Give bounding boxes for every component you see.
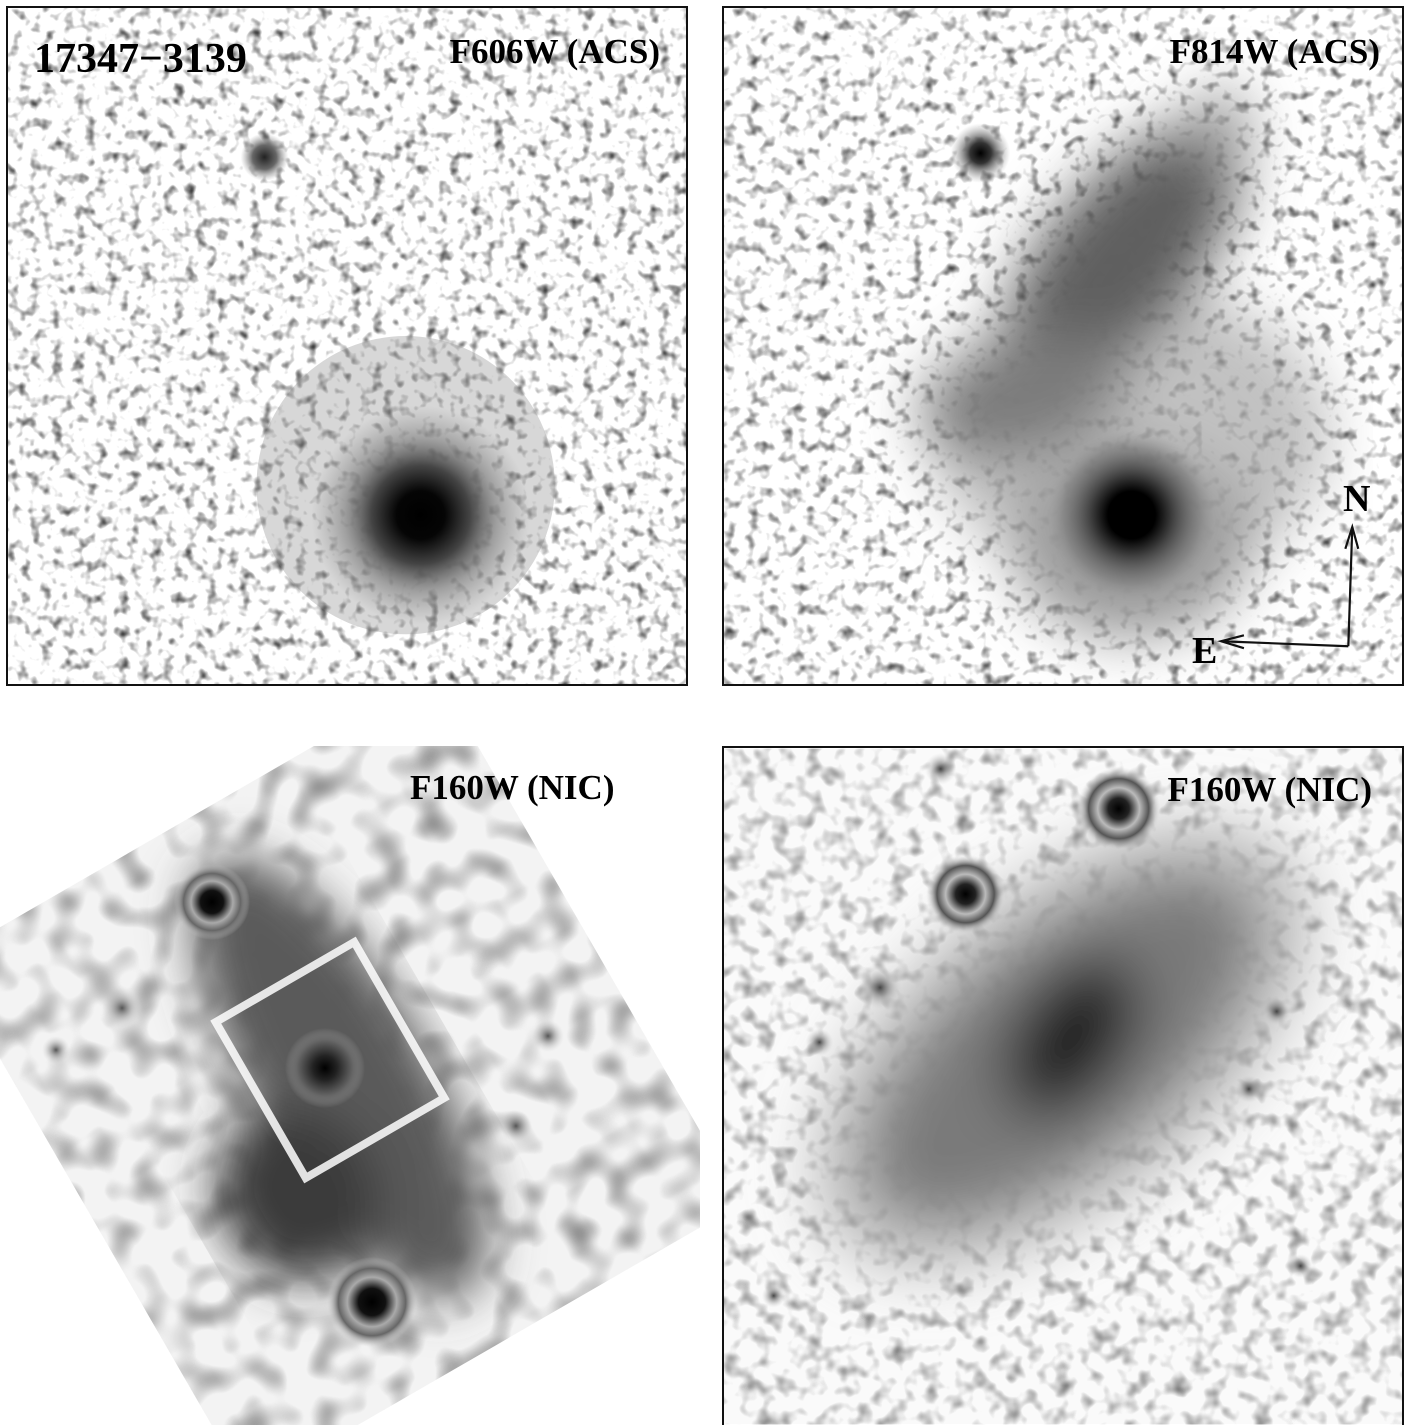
image-panel-f606w: 17347−3139 F606W (ACS) <box>6 6 688 686</box>
filter-label: F160W (NIC) <box>410 768 615 807</box>
filter-label: F160W (NIC) <box>1167 770 1372 809</box>
image-panel-f160w-mosaic: F160W (NIC) <box>0 746 700 1425</box>
image-panel-f160w: F160W (NIC) <box>722 746 1404 1425</box>
image-panel-f814w: F814W (ACS) N E <box>722 6 1404 686</box>
compass-north-label: N <box>1343 478 1371 520</box>
astronomical-image-f160w <box>724 748 1402 1425</box>
compass-east-label: E <box>1192 630 1218 672</box>
object-id-label: 17347−3139 <box>34 36 247 82</box>
filter-label: F814W (ACS) <box>1169 32 1380 71</box>
astronomical-image-f606w <box>8 8 686 684</box>
astronomical-image-f814w <box>724 8 1402 684</box>
filter-label: F606W (ACS) <box>449 32 660 71</box>
astronomical-image-f160w-mosaic <box>0 746 700 1425</box>
